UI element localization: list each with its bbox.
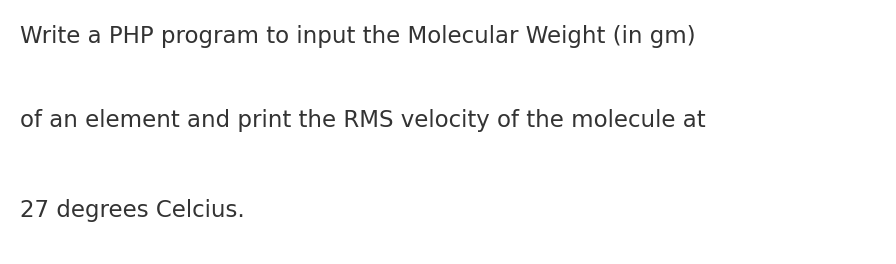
Text: of an element and print the RMS velocity of the molecule at: of an element and print the RMS velocity… <box>20 109 705 132</box>
Text: Write a PHP program to input the Molecular Weight (in gm): Write a PHP program to input the Molecul… <box>20 25 695 48</box>
Text: 27 degrees Celcius.: 27 degrees Celcius. <box>20 199 245 222</box>
